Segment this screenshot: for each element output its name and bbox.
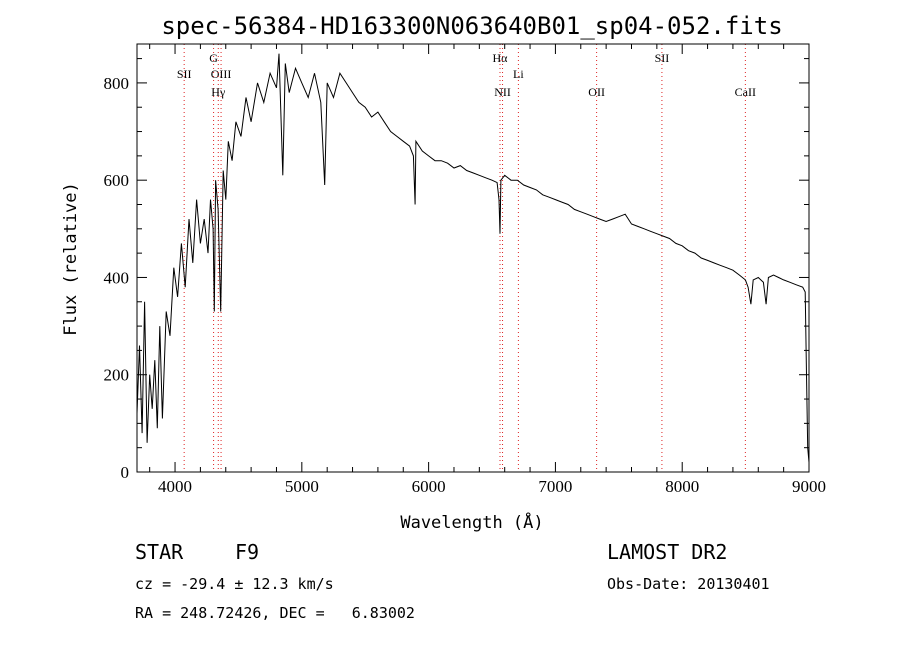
obs-date: Obs-Date: 20130401 bbox=[607, 575, 770, 593]
survey-name: LAMOST DR2 bbox=[607, 540, 728, 564]
spectral-line-label: OIII bbox=[211, 67, 232, 81]
spectral-line-label: SII bbox=[655, 51, 670, 65]
x-tick-label: 9000 bbox=[792, 477, 826, 496]
spectral-line-label: NII bbox=[494, 85, 511, 99]
spectral-line-label: SII bbox=[177, 67, 192, 81]
redshift-value: cz = -29.4 ± 12.3 km/s bbox=[135, 575, 334, 593]
x-tick-label: 8000 bbox=[665, 477, 699, 496]
spectral-line-label: Li bbox=[513, 67, 524, 81]
spectral-line-label: G bbox=[209, 51, 218, 65]
object-type: STAR bbox=[135, 540, 184, 564]
y-tick-label: 600 bbox=[104, 171, 130, 190]
plot-frame bbox=[136, 43, 810, 473]
spectral-line-label: OII bbox=[588, 85, 605, 99]
spectral-line-label: CaII bbox=[735, 85, 756, 99]
spectral-line-label: Hα bbox=[493, 51, 509, 65]
subclass: F9 bbox=[235, 540, 260, 564]
x-axis-label: Wavelength (Å) bbox=[400, 511, 543, 533]
spectrum-series-line bbox=[136, 53, 810, 463]
axes: 4000 5000 6000 7000 8000 9000 0 200 400 600 800 bbox=[104, 44, 826, 496]
x-tick-label: 7000 bbox=[538, 477, 572, 496]
x-tick-label: 4000 bbox=[158, 477, 192, 496]
y-tick-label: 0 bbox=[121, 463, 130, 482]
y-tick-label: 400 bbox=[104, 268, 130, 287]
y-tick-label: 200 bbox=[104, 366, 130, 385]
coordinates: RA = 248.72426, DEC = 6.83002 bbox=[135, 604, 415, 622]
y-tick-label: 800 bbox=[104, 74, 130, 93]
y-axis-label: Flux (relative) bbox=[61, 182, 81, 336]
chart-title: spec-56384-HD163300N063640B01_sp04-052.f… bbox=[161, 12, 782, 40]
x-tick-label: 5000 bbox=[285, 477, 319, 496]
x-tick-label: 6000 bbox=[412, 477, 446, 496]
spectral-line-label: Hγ bbox=[211, 85, 226, 99]
